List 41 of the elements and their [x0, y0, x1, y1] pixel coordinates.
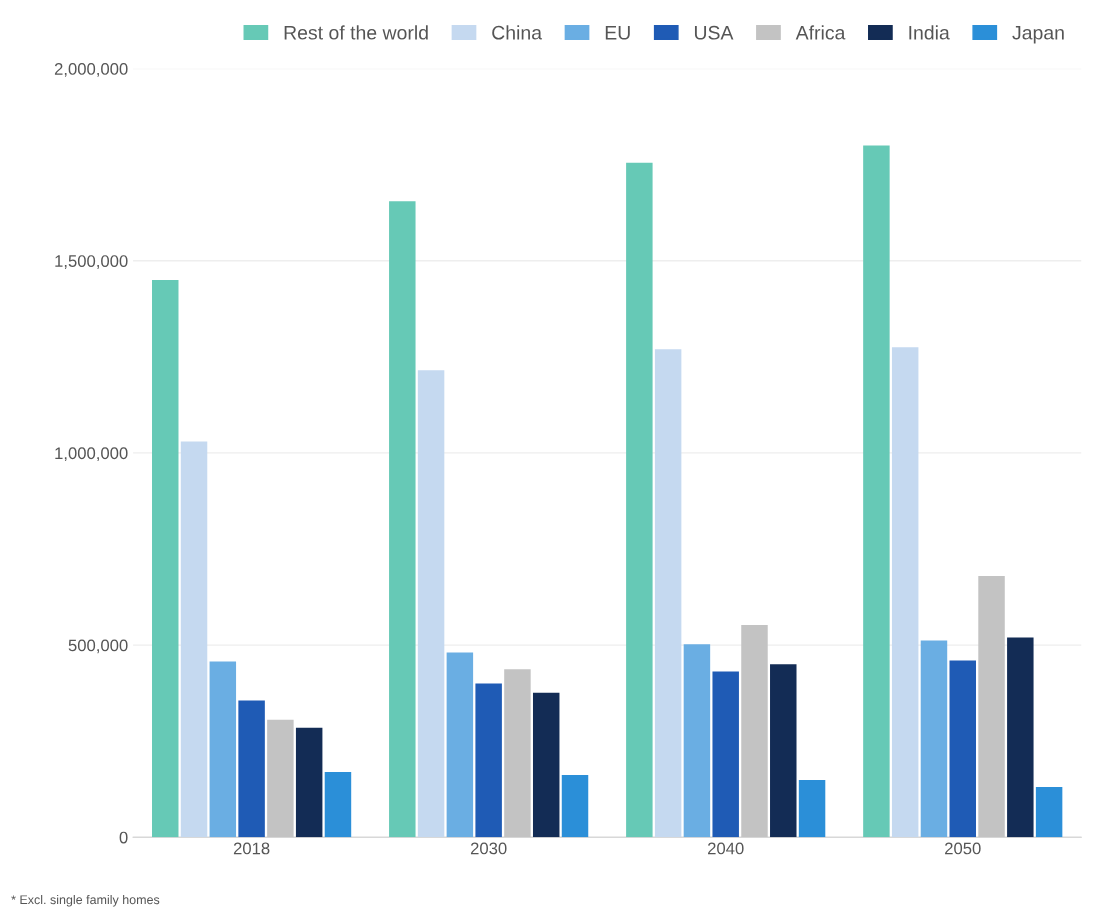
bar: [561, 774, 589, 838]
bar: [152, 279, 179, 838]
legend-label: Japan: [1012, 26, 1064, 44]
bar: [209, 661, 237, 838]
y-tick-label: 0: [119, 831, 128, 844]
bar: [417, 370, 445, 838]
bar: [683, 644, 711, 838]
bar: [949, 660, 976, 838]
bar: [798, 779, 826, 838]
legend-label: Rest of the world: [284, 25, 428, 40]
bar: [446, 652, 474, 838]
bar: [238, 700, 265, 838]
x-tick-label: 2030: [470, 842, 507, 855]
bar: [626, 162, 653, 838]
text: * Excl. single family homes: [11, 894, 160, 907]
bar: [920, 640, 948, 838]
y-tick-label: 2,000,000: [54, 63, 128, 77]
bar: [180, 441, 208, 838]
bar: [324, 771, 352, 838]
legend-label: China: [492, 25, 543, 40]
y-tick-label: 500,000: [68, 639, 128, 654]
x-tick-label: 2018: [233, 842, 270, 855]
legend-label: India: [909, 25, 950, 40]
bar: [770, 664, 797, 838]
bar: [389, 201, 416, 838]
bar: [475, 683, 502, 838]
y-tick-label: 1,500,000: [55, 255, 128, 269]
bar: [654, 349, 682, 838]
y-tick-label: 1,000,000: [55, 447, 128, 462]
bar: [1035, 786, 1063, 838]
legend-label: USA: [694, 25, 734, 40]
bar: [863, 145, 890, 838]
bar: [1007, 637, 1034, 838]
bar: [712, 671, 739, 838]
bar: [532, 692, 560, 838]
legend-label: EU: [605, 26, 630, 40]
bar: [295, 727, 323, 838]
x-tick-label: 2050: [945, 842, 981, 855]
x-tick-label: 2040: [708, 842, 744, 855]
legend-label: Africa: [795, 25, 846, 40]
bar: [891, 347, 919, 838]
